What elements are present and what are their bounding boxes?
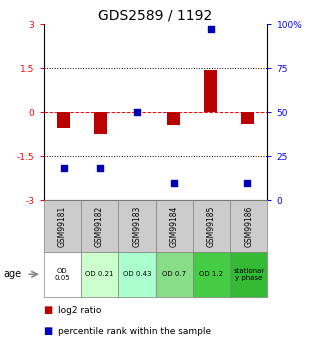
Text: percentile rank within the sample: percentile rank within the sample — [58, 327, 211, 336]
Text: GSM99183: GSM99183 — [132, 205, 141, 247]
Text: stationar
y phase: stationar y phase — [233, 268, 264, 281]
Text: GSM99182: GSM99182 — [95, 205, 104, 247]
Text: OD 0.21: OD 0.21 — [85, 271, 114, 277]
Text: OD 0.43: OD 0.43 — [123, 271, 151, 277]
Text: GSM99181: GSM99181 — [58, 205, 67, 247]
Text: ■: ■ — [44, 326, 53, 336]
Text: OD 1.2: OD 1.2 — [199, 271, 224, 277]
Text: OD 0.7: OD 0.7 — [162, 271, 186, 277]
Point — [135, 109, 140, 115]
Text: GSM99185: GSM99185 — [207, 205, 216, 247]
Point — [171, 180, 176, 185]
Text: ■: ■ — [44, 306, 53, 315]
Point — [61, 166, 66, 171]
Point — [245, 180, 250, 185]
Bar — [57, 112, 70, 128]
Point — [208, 27, 213, 32]
Title: GDS2589 / 1192: GDS2589 / 1192 — [98, 9, 213, 23]
Text: GSM99186: GSM99186 — [244, 205, 253, 247]
Bar — [94, 112, 107, 134]
Text: GSM99184: GSM99184 — [170, 205, 179, 247]
Text: log2 ratio: log2 ratio — [58, 306, 101, 315]
Bar — [204, 70, 217, 112]
Bar — [167, 112, 180, 125]
Bar — [241, 112, 254, 124]
Point — [98, 166, 103, 171]
Text: age: age — [3, 269, 21, 279]
Text: OD
0.05: OD 0.05 — [54, 268, 70, 281]
